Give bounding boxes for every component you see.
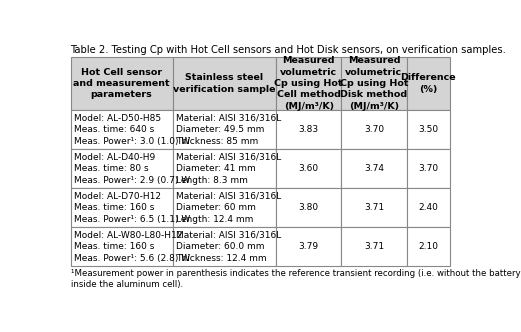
Bar [70, 227, 172, 266]
Text: 3.80: 3.80 [299, 203, 319, 212]
Text: 3.79: 3.79 [299, 242, 319, 251]
Bar [172, 110, 276, 149]
Text: 3.83: 3.83 [299, 125, 319, 134]
Bar [406, 188, 450, 227]
Text: 3.74: 3.74 [364, 164, 384, 173]
Bar [406, 110, 450, 149]
Text: ¹Measurement power in parenthesis indicates the reference transient recording (i: ¹Measurement power in parenthesis indica… [70, 269, 521, 289]
Bar [276, 149, 341, 188]
Text: Model: AL-D50-H85
Meas. time: 640 s
Meas. Power¹: 3.0 (1.0) W: Model: AL-D50-H85 Meas. time: 640 s Meas… [75, 114, 191, 146]
Text: Model: AL-D70-H12
Meas. time: 160 s
Meas. Power¹: 6.5 (1.1) W: Model: AL-D70-H12 Meas. time: 160 s Meas… [75, 192, 191, 224]
Bar [341, 227, 406, 266]
Text: 3.50: 3.50 [418, 125, 438, 134]
Bar [172, 149, 276, 188]
Bar [70, 57, 172, 110]
Text: 3.71: 3.71 [364, 242, 384, 251]
Bar [276, 57, 341, 110]
Bar [341, 57, 406, 110]
Text: Material: AISI 316/316L
Diameter: 49.5 mm
Thickness: 85 mm: Material: AISI 316/316L Diameter: 49.5 m… [177, 114, 282, 146]
Text: Model: AL-D40-H9
Meas. time: 80 s
Meas. Power¹: 2.9 (0.7) W: Model: AL-D40-H9 Meas. time: 80 s Meas. … [75, 153, 191, 185]
Text: Measured
volumetric
Cp using Hot
Disk method
(MJ/m³/K): Measured volumetric Cp using Hot Disk me… [340, 56, 408, 111]
Bar [276, 227, 341, 266]
Bar [172, 188, 276, 227]
Text: Model: AL-W80-L80-H12
Meas. time: 160 s
Meas. Power¹: 5.6 (2.8) W: Model: AL-W80-L80-H12 Meas. time: 160 s … [75, 231, 191, 263]
Text: 3.70: 3.70 [418, 164, 438, 173]
Bar [406, 149, 450, 188]
Bar [341, 149, 406, 188]
Bar [276, 110, 341, 149]
Text: 3.71: 3.71 [364, 203, 384, 212]
Bar [406, 57, 450, 110]
Bar [406, 227, 450, 266]
Text: 2.40: 2.40 [418, 203, 438, 212]
Bar [276, 188, 341, 227]
Bar [341, 188, 406, 227]
Bar [172, 227, 276, 266]
Bar [341, 110, 406, 149]
Bar [172, 57, 276, 110]
Bar [70, 188, 172, 227]
Text: 3.70: 3.70 [364, 125, 384, 134]
Text: Hot Cell sensor
and measurement
parameters: Hot Cell sensor and measurement paramete… [73, 67, 170, 99]
Text: Material: AISI 316/316L
Diameter: 60 mm
Length: 12.4 mm: Material: AISI 316/316L Diameter: 60 mm … [177, 192, 282, 224]
Bar [70, 110, 172, 149]
Text: 2.10: 2.10 [418, 242, 438, 251]
Bar [70, 149, 172, 188]
Text: 3.60: 3.60 [299, 164, 319, 173]
Text: Difference
(%): Difference (%) [401, 73, 456, 94]
Text: Material: AISI 316/316L
Diameter: 41 mm
Length: 8.3 mm: Material: AISI 316/316L Diameter: 41 mm … [177, 153, 282, 185]
Text: Stainless steel
verification sample: Stainless steel verification sample [173, 73, 276, 94]
Text: Material: AISI 316/316L
Diameter: 60.0 mm
Thickness: 12.4 mm: Material: AISI 316/316L Diameter: 60.0 m… [177, 231, 282, 263]
Text: Measured
volumetric
Cp using Hot
Cell method
(MJ/m³/K): Measured volumetric Cp using Hot Cell me… [275, 56, 343, 111]
Text: Table 2. Testing Cp with Hot Cell sensors and Hot Disk sensors, on verification : Table 2. Testing Cp with Hot Cell sensor… [70, 45, 506, 55]
